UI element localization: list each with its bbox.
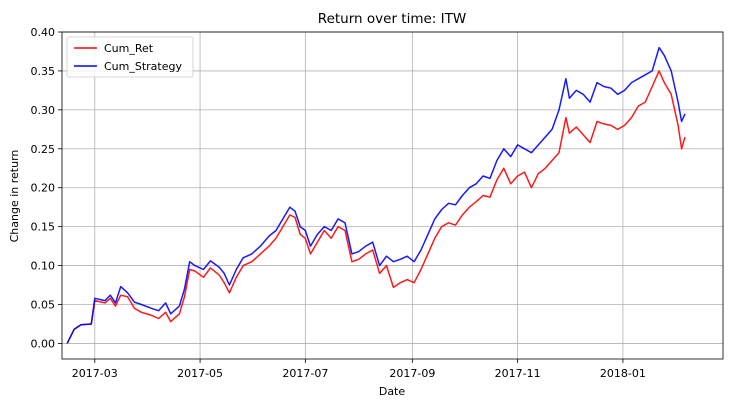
x-tick-label: 2018-01	[600, 367, 646, 380]
y-tick-label: 0.30	[31, 104, 56, 117]
chart-title: Return over time: ITW	[318, 11, 466, 27]
plot-frame	[61, 31, 724, 360]
x-tick-label: 2017-03	[72, 367, 118, 380]
y-tick-label: 0.40	[31, 26, 56, 39]
legend: Cum_Ret Cum_Strategy	[66, 36, 194, 78]
y-tick-label: 0.35	[31, 65, 56, 78]
x-tick-label: 2017-11	[495, 367, 541, 380]
y-axis-label: Change in return	[8, 150, 21, 243]
series-line-cum-strategy	[66, 46, 686, 344]
x-tick-label: 2017-09	[389, 367, 435, 380]
axis-ticks: 0.00 0.05 0.10 0.15 0.20 0.25 0.30 0.35 0.40 2017…	[31, 26, 646, 380]
series-lines	[66, 46, 686, 344]
x-tick-label: 2017-07	[282, 367, 328, 380]
legend-label-cum-strategy: Cum_Strategy	[104, 60, 182, 73]
y-tick-label: 0.25	[31, 143, 56, 156]
y-tick-label: 0.05	[31, 299, 56, 312]
y-tick-label: 0.00	[31, 337, 56, 350]
y-tick-label: 0.15	[31, 221, 56, 234]
series-line-cum-ret	[66, 70, 686, 344]
x-axis-label: Date	[379, 385, 406, 398]
legend-box	[66, 36, 194, 78]
plot-area	[62, 32, 723, 359]
x-tick-label: 2017-05	[177, 367, 223, 380]
y-tick-label: 0.10	[31, 260, 56, 273]
y-tick-label: 0.20	[31, 182, 56, 195]
legend-label-cum-ret: Cum_Ret	[104, 42, 154, 55]
